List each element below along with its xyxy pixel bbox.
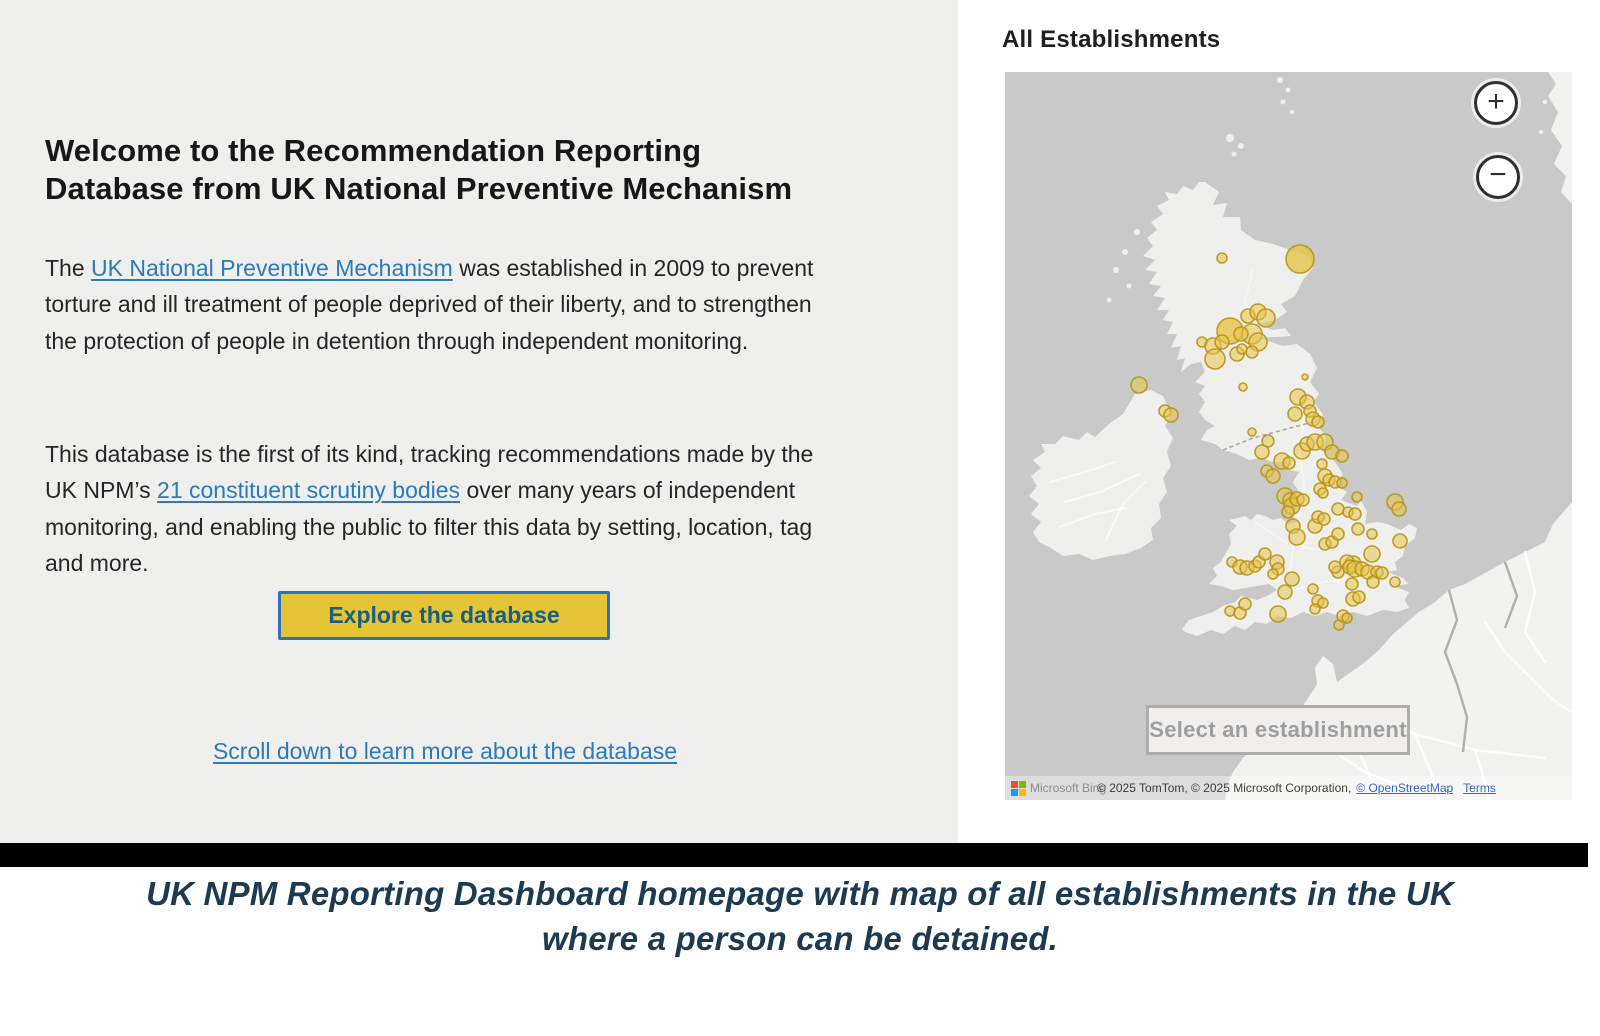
database-text-suffix: over many years of independent monitorin… — [45, 477, 813, 576]
intro-text-suffix: was established in 2009 to prevent tortu… — [45, 255, 814, 354]
establishment-bubble[interactable] — [1335, 449, 1349, 463]
establishment-bubble[interactable] — [1366, 528, 1378, 540]
zoom-out-button[interactable]: − — [1476, 155, 1520, 199]
establishment-bubble[interactable] — [1247, 427, 1257, 437]
ireland-landmass — [1029, 390, 1173, 560]
establishment-bubble[interactable] — [1345, 577, 1359, 591]
scrutiny-bodies-link[interactable]: 21 constituent scrutiny bodies — [157, 477, 461, 504]
establishment-bubble[interactable] — [1288, 528, 1306, 546]
establishment-bubble[interactable] — [1163, 407, 1179, 423]
establishment-bubble[interactable] — [1216, 252, 1228, 264]
establishment-bubble[interactable] — [1317, 597, 1329, 609]
caption-row: UK NPM Reporting Dashboard homepage with… — [0, 871, 1600, 961]
establishment-bubble[interactable] — [1296, 493, 1310, 507]
attribution-strip — [1005, 776, 1572, 800]
establishment-bubble[interactable] — [1301, 373, 1309, 381]
establishment-bubble[interactable] — [1238, 597, 1252, 611]
establishment-bubble[interactable] — [1254, 444, 1270, 460]
minus-icon: − — [1489, 158, 1507, 191]
npm-link[interactable]: UK National Preventive Mechanism — [91, 255, 453, 281]
establishment-bubble[interactable] — [1391, 501, 1407, 517]
select-establishment-box[interactable]: Select an establishment — [1146, 705, 1410, 755]
establishment-bubble[interactable] — [1311, 415, 1325, 429]
establishment-bubble[interactable] — [1285, 244, 1315, 274]
establishment-bubble[interactable] — [1351, 522, 1365, 536]
database-text-prefix: This database is the first of its kind, … — [45, 441, 814, 504]
establishment-bubble[interactable] — [1389, 576, 1401, 588]
establishment-bubble[interactable] — [1267, 568, 1279, 580]
establishments-map[interactable]: + − Select an establishment Microsoft Bi… — [1005, 72, 1572, 800]
establishment-bubble[interactable] — [1284, 571, 1300, 587]
establishment-bubble[interactable] — [1130, 376, 1148, 394]
plus-icon: + — [1487, 85, 1505, 118]
map-title: All Establishments — [1002, 26, 1221, 53]
establishment-bubble[interactable] — [1261, 434, 1275, 448]
establishment-bubble[interactable] — [1282, 456, 1296, 470]
establishment-bubble[interactable] — [1392, 533, 1408, 549]
intro-text-prefix: The — [45, 255, 92, 281]
establishment-bubble[interactable] — [1366, 575, 1380, 589]
scroll-down-link[interactable]: Scroll down to learn more about the data… — [212, 738, 678, 764]
great-britain-landmass — [1143, 182, 1417, 636]
map-attribution: Microsoft Bing © 2025 TomTom, © 2025 Mic… — [1011, 780, 1506, 796]
openstreetmap-link[interactable]: © OpenStreetMap — [1356, 781, 1454, 795]
establishment-bubble[interactable] — [1331, 502, 1345, 516]
bing-label: Microsoft Bing — [1030, 781, 1107, 795]
establishment-bubble[interactable] — [1352, 590, 1366, 604]
establishment-bubble[interactable] — [1328, 560, 1342, 574]
establishment-bubble[interactable] — [1316, 458, 1328, 470]
establishment-bubble[interactable] — [1281, 505, 1295, 519]
intro-paragraph: The UK National Preventive Mechanism was… — [45, 250, 835, 359]
establishment-bubble[interactable] — [1258, 547, 1272, 561]
establishment-bubble[interactable] — [1336, 477, 1348, 489]
establishment-bubble[interactable] — [1341, 612, 1353, 624]
establishment-bubble[interactable] — [1269, 605, 1287, 623]
establishment-bubble[interactable] — [1331, 527, 1345, 541]
establishment-bubble[interactable] — [1375, 566, 1389, 580]
microsoft-logo-icon — [1011, 780, 1026, 796]
establishment-bubble[interactable] — [1317, 487, 1329, 499]
scroll-row: Scroll down to learn more about the data… — [0, 738, 890, 765]
establishment-bubble[interactable] — [1351, 491, 1363, 503]
norway-landmass — [1548, 72, 1572, 204]
divider-bar — [0, 843, 1588, 867]
establishment-bubble[interactable] — [1256, 308, 1276, 328]
welcome-panel: Welcome to the Recommendation Reporting … — [0, 0, 958, 843]
establishment-bubble[interactable] — [1204, 348, 1226, 370]
explore-database-button[interactable]: Explore the database — [278, 591, 610, 640]
page-title: Welcome to the Recommendation Reporting … — [45, 133, 793, 206]
establishment-bubble[interactable] — [1265, 468, 1281, 484]
establishment-bubble[interactable] — [1233, 326, 1249, 342]
database-paragraph: This database is the first of its kind, … — [45, 436, 835, 581]
terms-link[interactable]: Terms — [1463, 781, 1496, 795]
establishment-bubble[interactable] — [1214, 334, 1230, 350]
establishment-bubble[interactable] — [1363, 545, 1381, 563]
establishment-bubble[interactable] — [1238, 382, 1248, 392]
zoom-in-button[interactable]: + — [1474, 81, 1518, 125]
establishment-bubble[interactable] — [1307, 583, 1319, 595]
caption: UK NPM Reporting Dashboard homepage with… — [146, 875, 1454, 958]
establishment-bubble[interactable] — [1309, 603, 1321, 615]
establishment-bubble[interactable] — [1245, 345, 1259, 359]
establishment-bubble[interactable] — [1287, 406, 1303, 422]
copyright-text: © 2025 TomTom, © 2025 Microsoft Corporat… — [1097, 781, 1352, 795]
establishment-bubble[interactable] — [1348, 507, 1362, 521]
bubble-layer — [1130, 244, 1408, 631]
establishment-bubble[interactable] — [1277, 584, 1293, 600]
establishment-bubble[interactable] — [1317, 512, 1331, 526]
